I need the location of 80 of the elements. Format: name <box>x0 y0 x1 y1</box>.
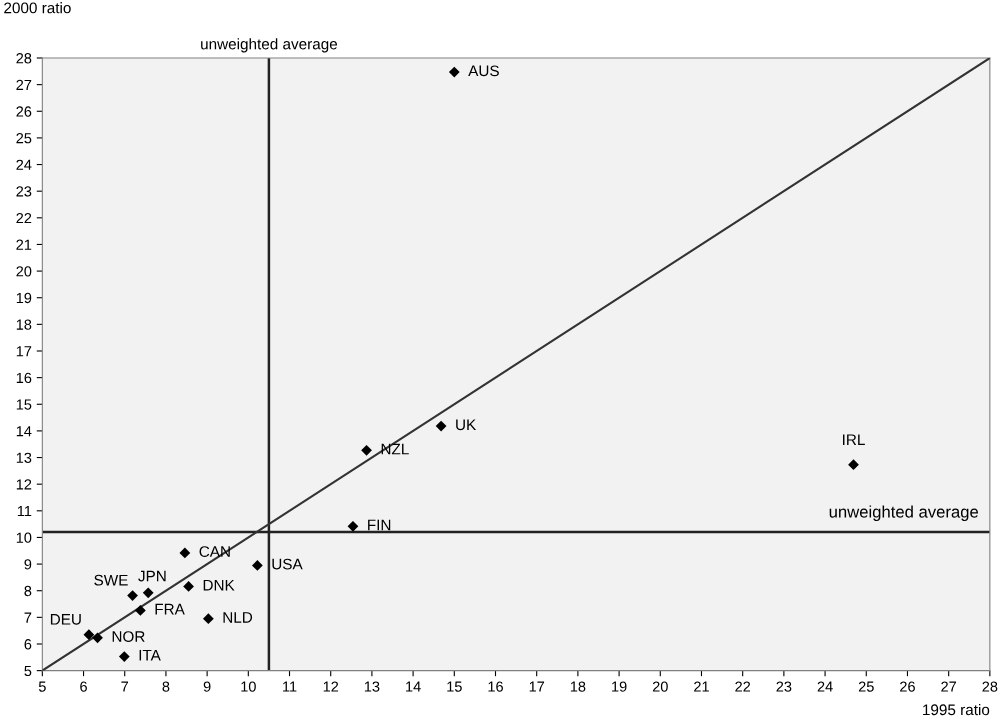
x-tick-label: 11 <box>283 681 297 692</box>
x-tick-label: 12 <box>323 681 339 692</box>
point <box>142 587 154 599</box>
y-tick-label: 20 <box>16 266 32 277</box>
annotation: DEU <box>50 614 81 625</box>
x-tick-label: 17 <box>529 681 545 692</box>
x-axis-title: 1995 ratio <box>923 703 990 716</box>
annotation: NOR <box>112 631 145 642</box>
x-tick-label: 13 <box>364 681 380 692</box>
y-tick-label: 25 <box>16 133 32 144</box>
point <box>848 459 859 471</box>
annotation: UK <box>456 419 477 431</box>
point <box>92 632 103 644</box>
ref-line-label: unweighted average <box>829 505 979 522</box>
x-tick-label: 19 <box>612 681 627 692</box>
y-tick-label: 13 <box>16 452 32 463</box>
x-tick-label: 16 <box>488 681 503 692</box>
x-tick-label: 10 <box>241 681 256 692</box>
point <box>179 547 191 559</box>
point <box>183 581 194 592</box>
x-tick-label: 9 <box>203 681 211 692</box>
y-tick-label: 18 <box>16 319 32 330</box>
y-tick-label: 28 <box>16 53 32 64</box>
point <box>361 444 372 456</box>
x-tick-label: 5 <box>38 681 46 692</box>
x-tick-label: 21 <box>694 681 709 692</box>
x-tick-label: 6 <box>80 681 87 692</box>
y-tick-label: 6 <box>24 639 32 650</box>
x-tick-label: 27 <box>941 681 957 692</box>
y-axis-title: 2000 ratio <box>4 2 71 14</box>
point <box>127 590 138 601</box>
x-tick-label: 7 <box>121 681 129 692</box>
y-tick-label: 9 <box>24 559 32 570</box>
x-tick-label: 25 <box>858 681 874 692</box>
y-tick-label: 17 <box>16 346 32 357</box>
point <box>347 520 359 532</box>
x-tick-label: 14 <box>406 681 421 692</box>
x-tick-label: 18 <box>570 681 586 692</box>
annotation: USA <box>272 558 303 570</box>
y-tick-label: 14 <box>16 426 32 437</box>
annotation: JPN <box>138 570 166 582</box>
x-tick-label: 20 <box>652 681 668 692</box>
y-tick-label: 15 <box>16 399 32 410</box>
y-tick-label: 21 <box>16 239 32 250</box>
point <box>448 66 460 78</box>
point <box>202 613 214 625</box>
y-tick-label: 11 <box>17 506 32 517</box>
y-tick-label: 22 <box>16 212 32 224</box>
y-tick-label: 24 <box>16 159 32 170</box>
y-tick-label: 19 <box>16 292 32 304</box>
y-tick-label: 26 <box>16 106 32 117</box>
annotation: AUS <box>468 65 499 77</box>
point <box>135 605 146 616</box>
point <box>435 420 447 432</box>
y-tick-label: 10 <box>16 532 32 543</box>
y-tick-label: 16 <box>16 372 32 384</box>
y-tick-label: 12 <box>16 479 32 490</box>
ref-line-label: unweighted average <box>201 38 338 53</box>
y-tick-label: 27 <box>16 79 32 90</box>
x-tick-label: 23 <box>776 681 792 692</box>
y-tick-label: 8 <box>24 585 32 597</box>
annotation: FRA <box>155 603 185 615</box>
x-tick-label: 24 <box>817 681 833 692</box>
annotation: SWE <box>94 574 128 586</box>
annotation: NLD <box>223 612 253 623</box>
annotation: IRL <box>843 434 865 445</box>
annotation: ITA <box>139 649 161 661</box>
annotation: DNK <box>203 579 235 591</box>
point <box>252 560 263 571</box>
x-tick-label: 15 <box>447 681 462 692</box>
x-tick-label: 22 <box>735 681 751 692</box>
y-tick-label: 23 <box>16 186 32 197</box>
x-tick-label: 26 <box>900 681 915 692</box>
x-tick-label: 8 <box>162 681 170 692</box>
y-tick-label: 7 <box>24 612 32 623</box>
x-tick-label: 28 <box>982 681 998 692</box>
y-tick-label: 5 <box>24 665 32 677</box>
point <box>83 629 95 641</box>
point <box>118 651 130 662</box>
annotation: FIN <box>368 519 391 531</box>
